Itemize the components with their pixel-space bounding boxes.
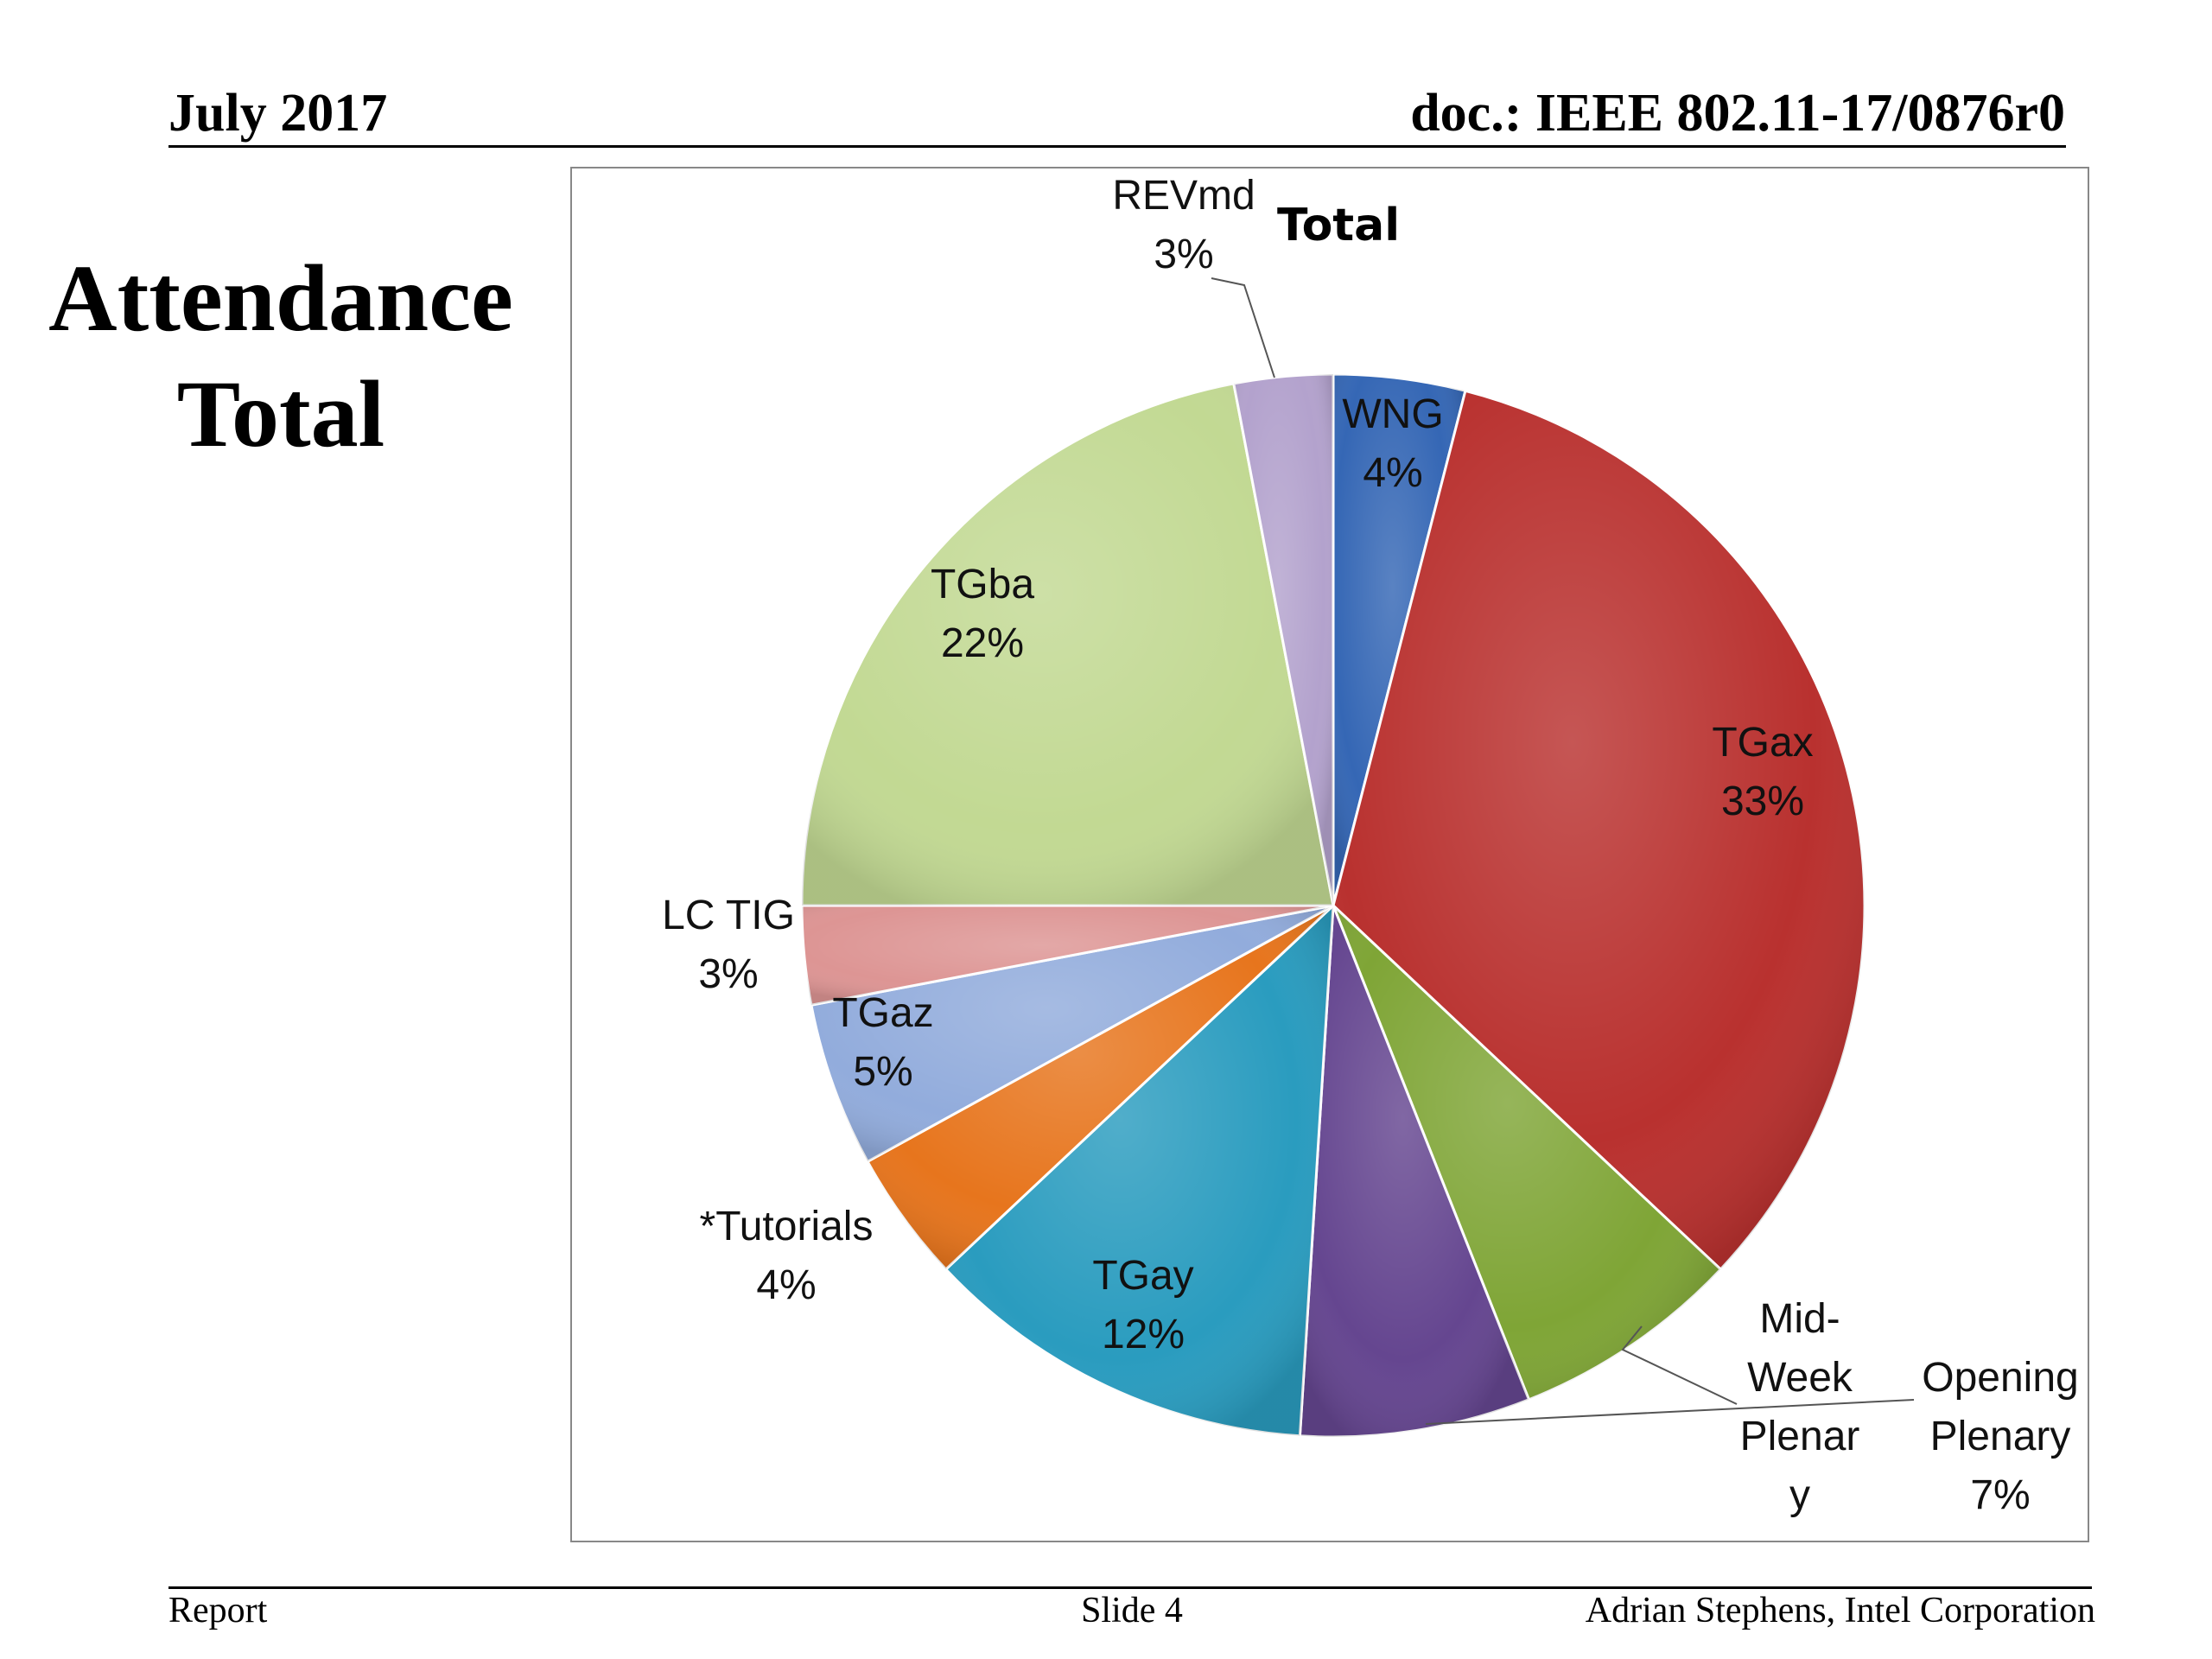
data-label-line: REVmd (1112, 173, 1255, 219)
data-label-mid-week-plenary: Mid- Week Plenar y (1740, 1296, 1860, 1518)
slide-title-line1: Attendance (48, 245, 513, 351)
chart-title: Total (1277, 200, 1400, 251)
pie-slice-shading-lc-tig (802, 906, 1333, 1006)
leader-line-revmd (1211, 277, 1275, 378)
data-label-line: Opening (1922, 1355, 2078, 1401)
leader-line-mid-week-plenary (1621, 1325, 1738, 1405)
data-label-line: TGba (931, 562, 1034, 607)
data-label-line: Week (1747, 1355, 1853, 1401)
footer-left: Report (168, 1591, 268, 1630)
data-label-tgax: TGax 33% (1712, 720, 1813, 824)
footer-slide-number: Slide 4 (1081, 1591, 1183, 1630)
data-label-line: 33% (1721, 779, 1804, 824)
data-label-wng: WNG 4% (1342, 391, 1443, 496)
data-label-line: 3% (1154, 232, 1213, 277)
pie-slice-shading-revmd (1233, 374, 1333, 906)
data-label-line: TGay (1092, 1253, 1193, 1299)
data-label-tutorials: *Tutorials 4% (700, 1204, 874, 1308)
data-label-tgay: TGay 12% (1092, 1253, 1193, 1357)
data-label-revmd: REVmd 3% (1112, 173, 1255, 277)
data-label-line: WNG (1342, 391, 1443, 437)
header-doc-id: doc.: IEEE 802.11-17/0876r0 (1410, 84, 2065, 143)
data-label-tgba: TGba 22% (931, 562, 1034, 666)
pie-slice-shading-mid-week-plenary (1333, 906, 1721, 1400)
data-label-line: 22% (941, 620, 1024, 666)
pie-slice-shading-tgax (1333, 391, 1865, 1269)
data-label-opening-plenary: Opening Plenary 7% (1922, 1355, 2078, 1518)
data-label-line: *Tutorials (700, 1204, 874, 1249)
pie-slice-shading-tgay (945, 906, 1333, 1436)
data-label-line: y (1789, 1472, 1810, 1518)
pie-slice-shading-tutorials (868, 906, 1333, 1269)
data-label-line: Mid- (1759, 1296, 1840, 1342)
slide-title-line2: Total (176, 361, 385, 467)
leader-line-opening-plenary (1425, 1399, 1915, 1425)
footer-rule (168, 1586, 2092, 1589)
data-label-line: 4% (1363, 450, 1422, 496)
data-label-lc-tig: LC TIG 3% (662, 893, 795, 997)
data-label-line: TGaz (832, 990, 933, 1036)
data-label-tgaz: TGaz 5% (832, 990, 933, 1095)
pie-slice-shading-tgba (802, 383, 1333, 906)
data-label-line: LC TIG (662, 893, 795, 938)
data-label-line: 4% (756, 1262, 816, 1308)
header-date: July 2017 (168, 84, 388, 143)
header-rule (168, 145, 2066, 148)
pie-slice-shading-tgaz (810, 906, 1333, 1162)
data-label-line: 7% (1970, 1472, 2030, 1518)
data-label-line: 3% (698, 951, 758, 997)
data-label-line: TGax (1712, 720, 1813, 766)
pie-slice-shading-opening-plenary (1300, 906, 1529, 1438)
data-label-line: 12% (1102, 1312, 1185, 1357)
data-label-line: Plenar (1740, 1414, 1860, 1459)
data-label-line: Plenary (1930, 1414, 2071, 1459)
data-label-line: 5% (853, 1049, 912, 1095)
footer-author: Adrian Stephens, Intel Corporation (1585, 1591, 2095, 1630)
